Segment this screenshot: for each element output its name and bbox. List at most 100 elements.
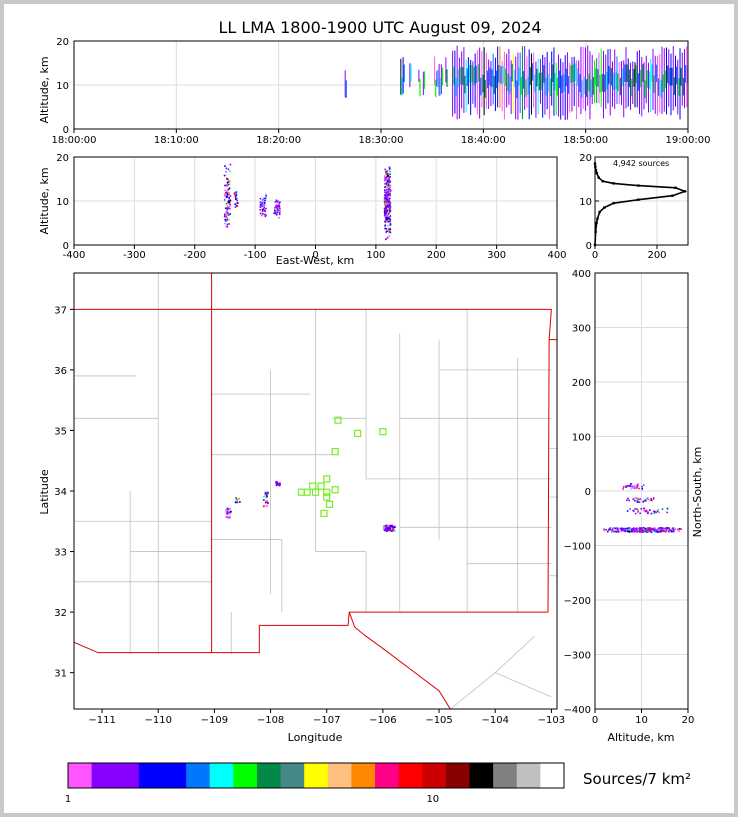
- time-height-core: [567, 76, 570, 94]
- colorbar-swatch: [115, 763, 140, 788]
- ns-height-source: [614, 527, 617, 530]
- time-height-core: [462, 67, 464, 85]
- plan-view-source: [239, 501, 241, 503]
- time-height-core: [545, 77, 547, 96]
- ns-height-xlabel: Altitude, km: [607, 731, 674, 744]
- ns-height-source: [642, 527, 645, 529]
- state-border-segment: [547, 339, 550, 613]
- ew-height-source: [265, 207, 267, 210]
- ns-height-source: [649, 499, 651, 502]
- ew-height-source: [233, 192, 236, 195]
- ew-height-source: [225, 202, 228, 205]
- ns-height-source: [637, 483, 640, 485]
- lma-station-marker: [309, 482, 317, 490]
- ns-height-source: [638, 528, 641, 530]
- ew-height-ytick-label: 0: [63, 241, 69, 252]
- ns-height-ytick-label: 200: [572, 378, 591, 389]
- ns-height-source: [663, 529, 666, 532]
- ew-height-source: [277, 205, 280, 208]
- ew-height-source: [387, 177, 389, 179]
- altitude-histogram-point: [594, 230, 597, 233]
- ew-height-source: [226, 211, 229, 214]
- ew-height-source: [226, 226, 229, 228]
- ew-height-source: [388, 177, 390, 180]
- ns-height-source: [646, 528, 648, 531]
- ew-height-source: [386, 199, 389, 201]
- ns-height-ytick-label: 100: [572, 433, 591, 444]
- ew-height-source: [279, 201, 281, 204]
- ew-height-xtick-label: -200: [183, 250, 206, 261]
- plan-view-xtick-label: −109: [201, 715, 228, 726]
- ew-height-source: [235, 204, 238, 207]
- ns-height-source: [642, 484, 645, 486]
- ns-height-source: [674, 528, 677, 531]
- ns-height-source: [630, 487, 633, 490]
- ew-height-source: [275, 205, 277, 208]
- ew-height-source: [228, 193, 230, 196]
- ew-height-source: [384, 214, 387, 216]
- ns-height-source: [624, 530, 627, 532]
- ns-height-source: [634, 527, 637, 530]
- time-height-core: [520, 76, 522, 95]
- ew-height-source: [277, 201, 280, 204]
- ew-height-source: [389, 193, 391, 195]
- ns-height-source: [649, 527, 651, 529]
- colorbar-swatch: [375, 763, 400, 788]
- ew-height-source: [385, 227, 388, 230]
- altitude-histogram-frame: [594, 156, 689, 246]
- altitude-histogram-point: [595, 172, 599, 175]
- plan-view-source: [389, 529, 392, 532]
- ns-height-source: [616, 527, 619, 530]
- ew-height-source: [385, 218, 388, 221]
- plan-view-source: [385, 528, 388, 531]
- plan-view-source: [393, 526, 395, 529]
- plan-view-xtick-label: −104: [481, 715, 508, 726]
- plan-view-source: [393, 529, 396, 532]
- ns-height-source: [657, 531, 659, 533]
- ew-height-source: [384, 183, 386, 185]
- time-height-core: [682, 77, 684, 96]
- ns-height-source: [657, 508, 660, 511]
- time-height-core: [640, 69, 642, 88]
- ew-height-source: [383, 194, 386, 197]
- ew-height-source: [225, 167, 228, 170]
- time-height-core: [594, 68, 597, 86]
- time-height-core: [597, 69, 599, 87]
- time-height-core: [439, 77, 441, 96]
- ns-height-source: [665, 527, 668, 529]
- ew-height-source: [387, 184, 390, 186]
- ew-height-source: [227, 207, 230, 209]
- ns-height-source: [640, 527, 643, 529]
- altitude-histogram-point: [683, 190, 687, 193]
- ns-height-source: [634, 499, 636, 502]
- plan-view-source: [277, 482, 280, 485]
- ew-height-source: [387, 227, 390, 230]
- ew-height-source: [226, 213, 228, 215]
- colorbar-swatch: [68, 763, 93, 788]
- ew-height-source: [278, 202, 281, 205]
- ew-height-source: [389, 185, 391, 187]
- time-height-xtick-label: 18:10:00: [154, 135, 199, 146]
- time-height-core: [581, 80, 583, 98]
- ew-height-source: [383, 179, 386, 182]
- ew-height-source: [265, 195, 267, 197]
- ew-height-source: [263, 213, 266, 216]
- figure-canvas: LL LMA 1800-1900 UTC August 09, 2024 Alt…: [38, 18, 710, 805]
- ew-height-source: [389, 223, 392, 225]
- plan-view-source: [236, 501, 239, 504]
- plan-view-xtick-label: −103: [538, 715, 565, 726]
- ns-height-source: [666, 511, 668, 514]
- ew-height-source: [384, 227, 387, 230]
- ew-height-source: [388, 190, 391, 192]
- ns-height-source: [632, 527, 635, 529]
- ns-height-source: [629, 528, 631, 531]
- ew-height-source: [388, 230, 391, 232]
- ew-height-xtick-label: -400: [63, 250, 86, 261]
- ns-height-source: [661, 508, 664, 510]
- time-height-core: [498, 64, 500, 83]
- ew-height-source: [384, 200, 387, 202]
- ns-height-source: [603, 528, 606, 531]
- ew-height-source: [387, 207, 389, 210]
- ew-height-source: [386, 217, 389, 219]
- ew-height-source: [261, 205, 264, 207]
